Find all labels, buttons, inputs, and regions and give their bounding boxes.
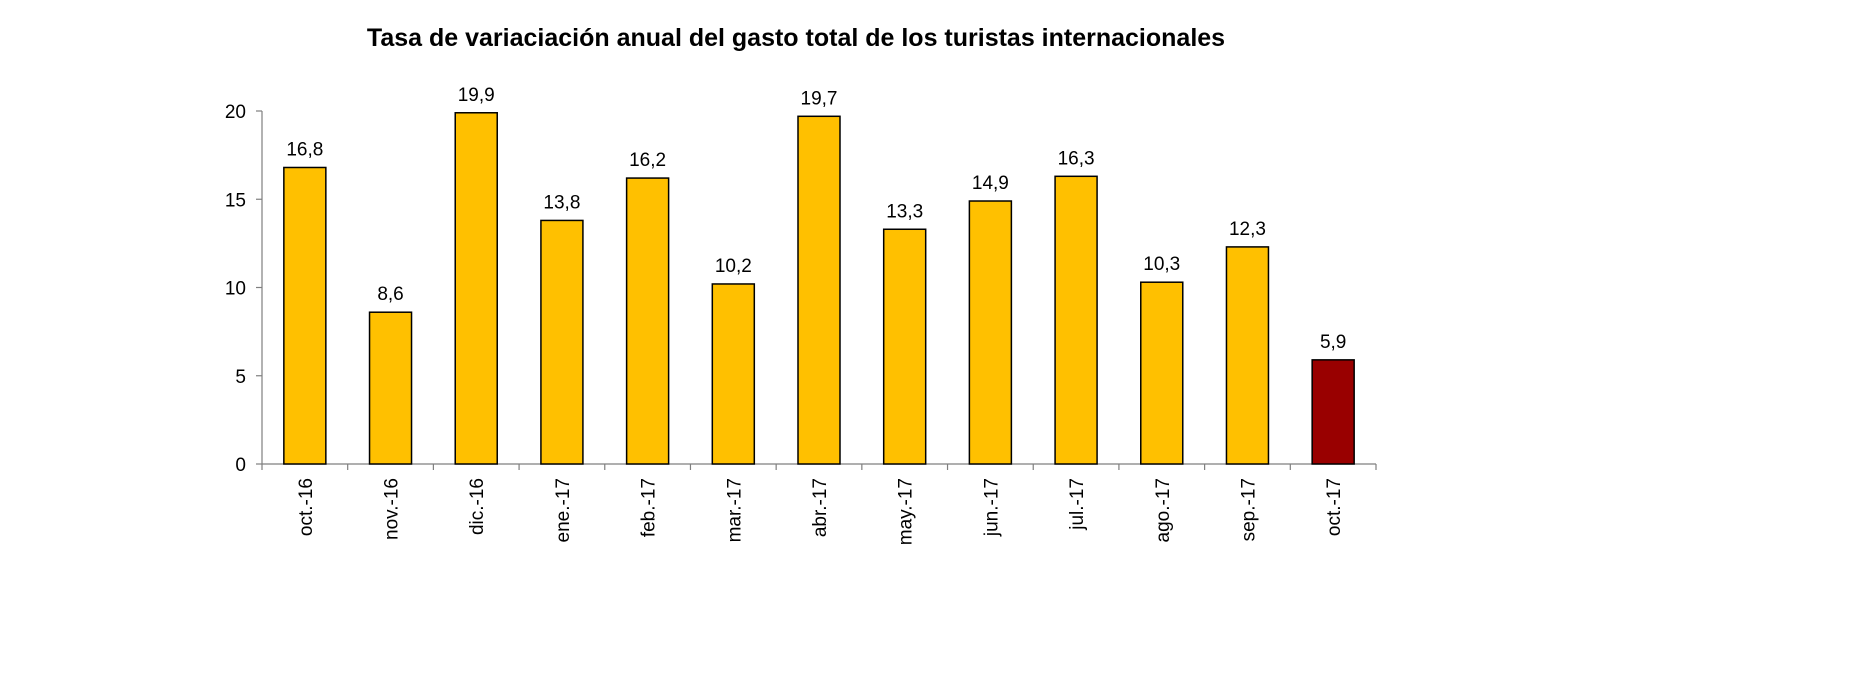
- bar: [882, 228, 927, 465]
- data-label: 8,6: [377, 284, 403, 305]
- x-category-label: abr.-17: [810, 478, 831, 537]
- y-tick-label: 10: [225, 279, 246, 300]
- chart-title: Tasa de variaciación anual del gasto tot…: [366, 24, 1226, 52]
- x-category-label: oct.-16: [296, 478, 317, 536]
- bar: [540, 219, 584, 465]
- data-label: 19,9: [458, 85, 495, 106]
- x-category-label: jun.-17: [981, 478, 1002, 537]
- data-label: 16,8: [286, 139, 323, 160]
- x-category-label: sep.-17: [1238, 478, 1259, 541]
- x-category-label: oct.-17: [1324, 478, 1345, 536]
- x-category-label: dic.-16: [467, 478, 488, 535]
- bar: [625, 177, 670, 465]
- y-tick-label: 5: [235, 367, 246, 388]
- x-category-label: nov.-16: [382, 478, 403, 540]
- data-label: 19,7: [801, 88, 838, 109]
- bar: [454, 112, 498, 465]
- bar: [283, 166, 327, 465]
- x-category-label: feb.-17: [639, 478, 660, 537]
- data-label: 10,2: [715, 256, 752, 277]
- data-label: 13,8: [543, 192, 580, 213]
- data-label: 13,3: [886, 201, 923, 222]
- data-label: 16,3: [1058, 148, 1095, 169]
- bar: [797, 115, 841, 465]
- x-category-label: ago.-17: [1153, 478, 1174, 542]
- bar: [368, 311, 413, 465]
- data-label: 16,2: [629, 150, 666, 171]
- data-label: 14,9: [972, 173, 1009, 194]
- bar: [711, 283, 756, 465]
- x-category-label: jul.-17: [1067, 478, 1088, 531]
- bar: [1054, 175, 1098, 465]
- x-category-label: mar.-17: [724, 478, 745, 542]
- y-tick-label: 15: [225, 190, 246, 211]
- data-label: 5,9: [1320, 332, 1346, 353]
- x-category-label: ene.-17: [553, 478, 574, 542]
- bar: [1225, 246, 1270, 465]
- data-label: 10,3: [1143, 254, 1180, 275]
- bar: [1311, 359, 1355, 465]
- bar: [968, 200, 1013, 465]
- bar: [1140, 281, 1184, 465]
- x-category-label: may.-17: [896, 478, 917, 545]
- y-tick-label: 20: [225, 102, 246, 123]
- data-label: 12,3: [1229, 219, 1266, 240]
- y-tick-label: 0: [235, 455, 246, 476]
